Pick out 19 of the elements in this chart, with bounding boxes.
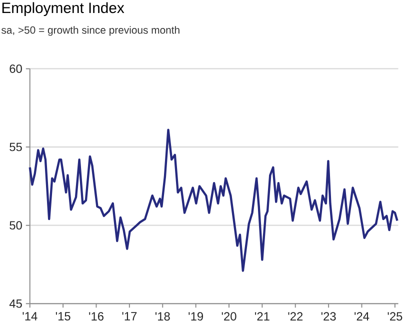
line-series [28,128,398,272]
x-tick-label: '22 [288,312,303,321]
x-tick-label: '20 [222,312,236,321]
x-tick-label: '18 [155,312,170,321]
y-tick-label: 45 [9,300,22,308]
chart-subtitle: sa, >50 = growth since previous month [1,26,180,36]
x-tick-label: '23 [321,312,336,321]
x-tick-label: '25 [388,312,402,321]
x-tick-label: '15 [56,312,70,321]
x-tick-label: '24 [354,312,370,321]
y-tick-label: 55 [10,143,22,152]
x-tick-label: '21 [255,312,270,321]
x-tick-label: '14 [22,312,38,321]
x-tick-label: '17 [122,312,137,321]
chart-title: Employment Index [2,2,124,16]
x-tick-label: '19 [188,312,203,321]
y-tick-label: 50 [10,221,22,230]
y-tick-label: 60 [10,64,22,74]
x-tick-label: '16 [89,312,104,321]
